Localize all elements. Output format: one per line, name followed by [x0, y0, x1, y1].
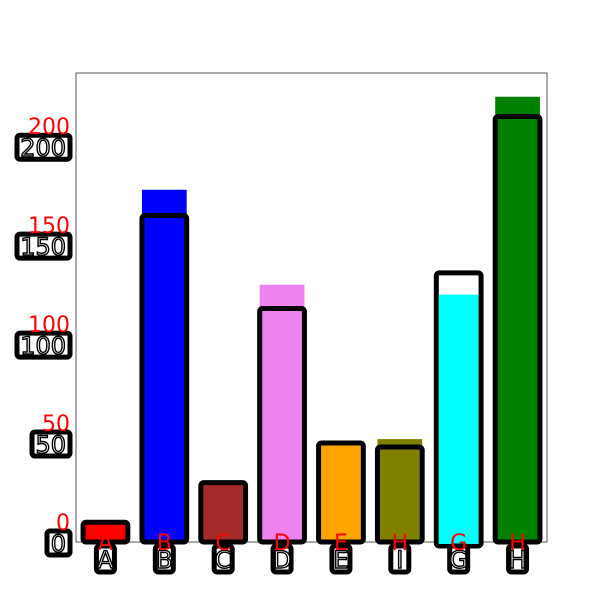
y-tick-100: 100 [14, 330, 73, 361]
overlay-y-label-150: 150 [28, 214, 70, 239]
svg-text:100: 100 [20, 332, 66, 360]
svg-text:G: G [449, 546, 468, 574]
y-tick-200: 200 [14, 132, 73, 163]
svg-text:E: E [333, 546, 348, 574]
bar-c-outline [198, 480, 249, 545]
svg-text:0: 0 [51, 530, 66, 558]
bar-e-outline [316, 440, 366, 545]
overlay-label-6: H [392, 531, 409, 556]
x-tick-c: C [211, 543, 235, 575]
y-tick-50: 50 [29, 429, 73, 460]
overlay-label-8: H [509, 531, 526, 556]
overlay-y-label-100: 100 [28, 313, 70, 338]
svg-text:C: C [215, 546, 232, 574]
overlay-y-label-50: 50 [42, 412, 70, 437]
y-tick-150: 150 [14, 231, 73, 262]
x-tick-a: A [93, 543, 117, 575]
svg-text:D: D [273, 546, 291, 574]
bar-g-inner-fill [438, 294, 479, 544]
bar-d-outline [257, 305, 307, 545]
bar-h-outline [492, 114, 543, 545]
svg-text:I: I [396, 546, 403, 574]
overlay-y-label-200: 200 [28, 115, 70, 140]
svg-text:B: B [156, 546, 172, 574]
overlay-label-5: E [334, 531, 348, 556]
overlay-label-2: B [157, 531, 172, 556]
overlay-y-label-0: 0 [56, 511, 70, 536]
svg-text:H: H [509, 546, 527, 574]
outlined-bars-layer [80, 114, 543, 549]
x-tick-g: G [447, 543, 471, 575]
x-tick-b: B [152, 543, 176, 575]
x-tick-d: D [270, 543, 294, 575]
svg-text:200: 200 [20, 134, 66, 162]
svg-text:150: 150 [20, 233, 66, 261]
y-tick-0: 0 [44, 528, 73, 559]
svg-text:50: 50 [35, 431, 66, 459]
overlay-label-3: C [216, 531, 231, 556]
overlay-label-1: A [98, 531, 113, 556]
bar-a-outline [80, 519, 131, 545]
x-tick-i: I [388, 543, 412, 575]
overlay-label-4: D [274, 531, 291, 556]
overlay-label-7: G [450, 531, 467, 556]
bar-i-outline [374, 444, 425, 545]
y-tick-labels: 0 50 100 150 200 [14, 132, 73, 559]
svg-text:A: A [97, 546, 114, 574]
x-tick-e: E [329, 543, 353, 575]
bar-b-outline [139, 212, 190, 545]
x-tick-h: H [506, 543, 530, 575]
overlay-labels: A B C D E H G H 0 50 100 150 200 [28, 115, 526, 556]
